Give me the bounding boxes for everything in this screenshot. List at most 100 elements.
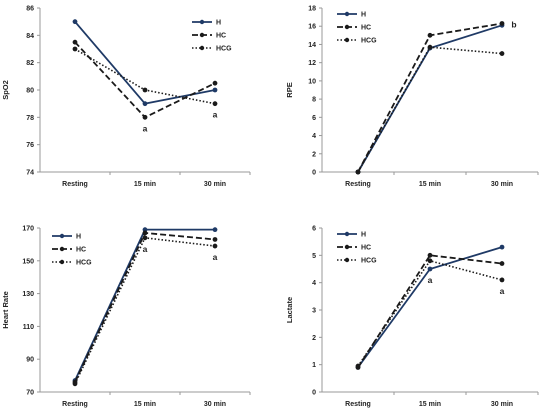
- y-tick-label: 82: [26, 60, 34, 67]
- x-tick-label: Resting: [62, 401, 88, 408]
- y-tick-label: 74: [26, 170, 34, 177]
- data-point-hc: [499, 21, 505, 26]
- x-tick-label: 30 min: [204, 401, 226, 408]
- data-point-hc: [142, 114, 148, 120]
- legend-label-hc: HC: [361, 25, 371, 32]
- series-line-hcg: [357, 259, 503, 367]
- legend-label-hcg: HCG: [216, 46, 232, 53]
- x-tick-label: Resting: [345, 401, 371, 408]
- y-tick-label: 170: [22, 226, 34, 233]
- legend-marker-h: [344, 231, 350, 237]
- data-point-hcg: [427, 258, 433, 264]
- y-tick-label: 6: [312, 115, 316, 122]
- y-tick-label: 18: [308, 6, 316, 13]
- legend-marker-hcg: [344, 257, 350, 263]
- x-tick-label: 15 min: [419, 181, 441, 188]
- legend-marker-hc: [199, 32, 205, 38]
- legend: H HC HCG: [192, 20, 232, 53]
- y-tick-label: 2: [312, 335, 316, 342]
- data-point-hcg: [499, 51, 505, 56]
- y-tick-label: 8: [312, 97, 316, 104]
- data-point-hcg: [72, 381, 78, 387]
- y-tick-label: 5: [312, 253, 316, 260]
- chart-panel-lactate: 0 1 2 3 4 5 6 Resting 15 min 30 min Lactate a a H HC HC…: [285, 226, 539, 408]
- data-point-h: [212, 87, 218, 93]
- legend-marker-h: [344, 11, 350, 17]
- y-tick-label: 16: [308, 24, 316, 31]
- data-point-hcg: [212, 101, 218, 107]
- x-tick-label: 15 min: [134, 401, 156, 408]
- legend: H HC HCG: [337, 12, 377, 45]
- legend-marker-h: [199, 19, 205, 25]
- y-tick-label: 10: [308, 78, 316, 85]
- data-point-hc: [212, 80, 218, 86]
- y-tick-label: 70: [26, 390, 34, 397]
- y-tick-label: 80: [26, 88, 34, 95]
- y-tick-label: 150: [22, 258, 34, 265]
- y-tick-label: 110: [23, 324, 34, 331]
- data-point-h: [427, 266, 433, 272]
- data-point-h: [499, 244, 505, 250]
- legend-label-h: H: [216, 20, 221, 27]
- series-line-hc: [74, 231, 216, 383]
- y-tick-label: 90: [26, 357, 34, 364]
- x-tick-label: 30 min: [491, 401, 513, 408]
- y-tick-label: 76: [26, 142, 34, 149]
- y-tick-label: 84: [26, 33, 34, 40]
- y-tick-label: 1: [312, 362, 316, 369]
- chart-panel-heart-rate: 70 90 110 130 150 170 Resting 15 min 30 min Heart…: [1, 226, 251, 408]
- x-tick-label: 30 min: [491, 181, 513, 188]
- legend-label-hcg: HCG: [76, 260, 92, 267]
- data-point-hcg: [355, 363, 361, 369]
- data-point-h: [212, 227, 218, 233]
- data-point-hcg: [212, 243, 218, 249]
- legend-label-hc: HC: [361, 245, 371, 252]
- data-point-hc: [499, 261, 505, 266]
- data-point-hc: [427, 252, 433, 258]
- legend-label-hcg: HCG: [361, 38, 377, 45]
- x-tick-label: 15 min: [134, 181, 156, 188]
- series-line-hcg: [74, 236, 216, 385]
- series-line-h: [357, 246, 503, 368]
- data-point-h: [142, 227, 148, 233]
- legend-marker-h: [59, 233, 65, 239]
- data-point-hcg: [427, 44, 433, 50]
- significance-annotation: a: [500, 286, 505, 296]
- data-point-h: [72, 19, 78, 25]
- legend-label-hc: HC: [216, 33, 226, 40]
- significance-annotation: a: [143, 244, 148, 254]
- y-tick-label: 0: [312, 390, 316, 397]
- significance-annotation: a: [428, 275, 433, 285]
- legend-label-hc: HC: [76, 247, 86, 254]
- y-axis-label: RPE: [285, 82, 294, 97]
- legend: H HC HCG: [52, 234, 92, 267]
- y-tick-label: 78: [26, 115, 34, 122]
- data-point-hc: [72, 39, 78, 45]
- y-tick-label: 6: [312, 226, 316, 233]
- legend: H HC HCG: [337, 232, 377, 265]
- data-point-hcg: [499, 277, 505, 283]
- x-tick-label: 15 min: [419, 401, 441, 408]
- significance-annotation: a: [213, 110, 218, 120]
- y-tick-label: 3: [312, 308, 316, 315]
- legend-marker-hc: [59, 246, 65, 252]
- legend-marker-hc: [344, 244, 350, 250]
- data-point-h: [142, 101, 148, 107]
- y-tick-label: 2: [312, 151, 316, 158]
- x-tick-label: Resting: [62, 181, 88, 188]
- y-tick-label: 0: [312, 170, 316, 177]
- y-tick-label: 130: [22, 291, 34, 298]
- series-line-hcg: [74, 48, 216, 105]
- legend-label-h: H: [76, 234, 81, 241]
- legend-marker-hcg: [199, 45, 205, 51]
- y-axis-label: SpO2: [1, 80, 10, 100]
- y-tick-label: 4: [312, 280, 316, 287]
- legend-label-h: H: [361, 232, 366, 239]
- data-point-hcg: [142, 87, 148, 93]
- significance-annotation: a: [143, 123, 148, 133]
- legend-marker-hcg: [344, 37, 350, 43]
- legend-label-hcg: HCG: [361, 258, 377, 265]
- significance-annotation: b: [511, 19, 516, 29]
